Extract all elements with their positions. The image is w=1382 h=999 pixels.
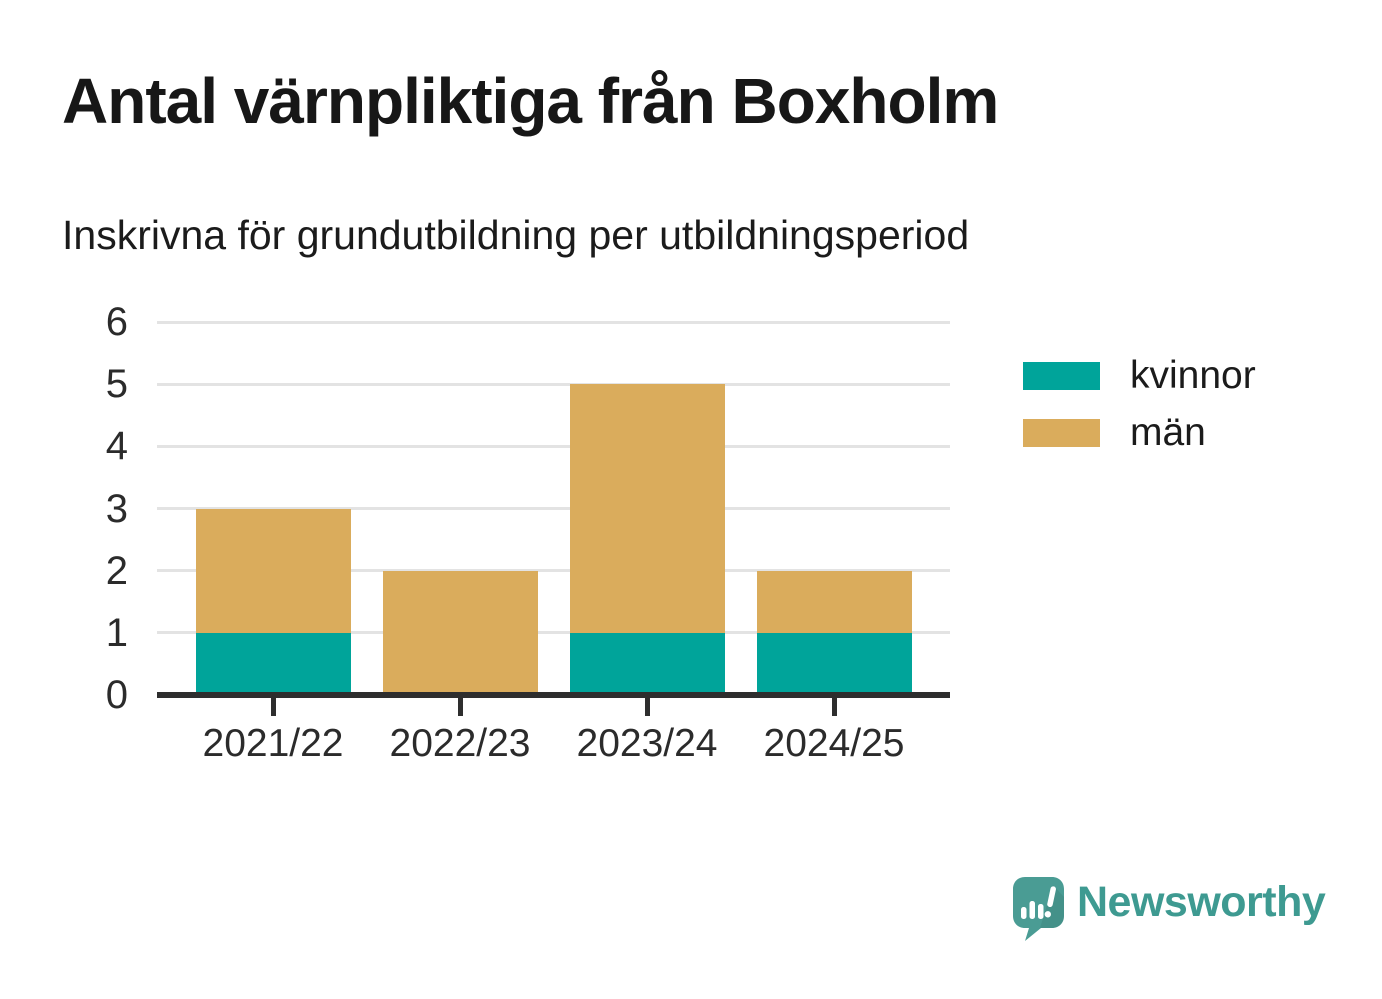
- x-tick-label: 2024/25: [763, 722, 905, 765]
- legend-item-man: män: [1023, 411, 1256, 454]
- gridline: [157, 507, 950, 510]
- y-tick-label: 4: [105, 424, 128, 469]
- brand-name: Newsworthy: [1077, 878, 1326, 926]
- y-tick-label: 5: [105, 362, 128, 407]
- legend-label-man: män: [1130, 411, 1206, 454]
- y-tick-label: 3: [105, 486, 128, 531]
- x-tick-label: 2022/23: [389, 722, 531, 765]
- x-axis-line: [157, 692, 950, 698]
- gridline: [157, 569, 950, 573]
- y-tick-label: 1: [105, 610, 128, 655]
- x-tick-label: 2021/22: [202, 722, 344, 765]
- legend-swatch-kvinnor: [1023, 362, 1100, 390]
- bar-segment-män-2022/23: [382, 570, 538, 695]
- x-axis-tick: [457, 698, 463, 716]
- x-tick-label: 2023/24: [576, 722, 718, 765]
- bar-segment-män-2023/24: [569, 384, 725, 633]
- gridline: [157, 631, 950, 635]
- y-tick-label: 6: [105, 300, 128, 344]
- legend: kvinnor män: [1023, 354, 1256, 475]
- gridline: [157, 382, 950, 386]
- x-axis-tick: [644, 698, 650, 716]
- gridline: [157, 444, 950, 448]
- gridline: [157, 320, 950, 324]
- legend-label-kvinnor: kvinnor: [1130, 354, 1256, 397]
- bar-segment-kvinnor-2024/25: [756, 632, 912, 695]
- x-axis-tick: [831, 698, 837, 716]
- chart-subtitle: Inskrivna för grundutbildning per utbild…: [62, 212, 970, 258]
- y-tick-label: 2: [105, 548, 128, 593]
- legend-swatch-man: [1023, 419, 1100, 447]
- bar-segment-kvinnor-2023/24: [569, 632, 725, 695]
- bar-segment-kvinnor-2021/22: [195, 632, 351, 695]
- bar-segment-män-2021/22: [195, 508, 351, 633]
- bar-segment-män-2024/25: [756, 570, 912, 633]
- x-axis-tick: [270, 698, 276, 716]
- newsworthy-logo-icon: [1013, 877, 1064, 941]
- plot-area: 0 1 2 3 4 5 6 2021/22 2022/23 2023/24 2024/25: [106, 301, 950, 765]
- legend-item-kvinnor: kvinnor: [1023, 354, 1256, 397]
- brand: Newsworthy: [1012, 876, 1326, 942]
- y-tick-label: 0: [105, 673, 128, 717]
- chart-title: Antal värnpliktiga från Boxholm: [62, 65, 999, 137]
